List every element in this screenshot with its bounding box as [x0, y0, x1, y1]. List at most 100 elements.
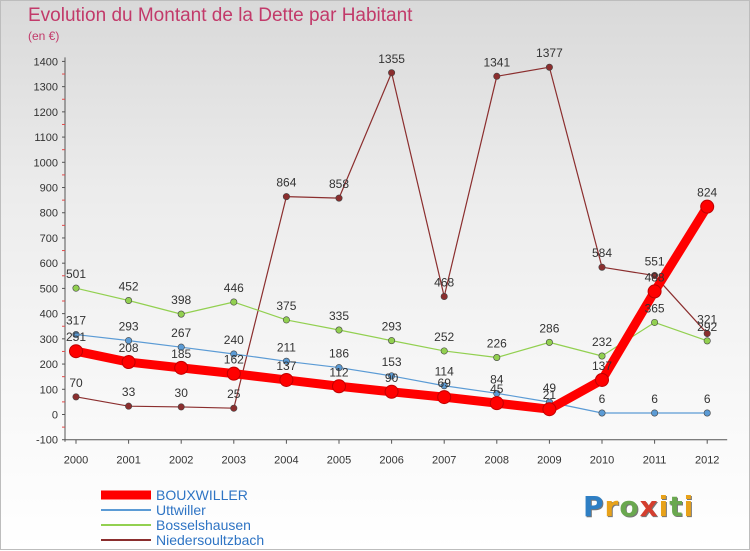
- data-point: [595, 372, 609, 387]
- data-label: 1377: [536, 46, 563, 60]
- data-point: [230, 404, 238, 412]
- data-point: [335, 194, 343, 202]
- data-label: 137: [276, 359, 296, 373]
- data-label: 824: [697, 186, 717, 200]
- data-point: [177, 343, 185, 351]
- data-point: [388, 372, 396, 380]
- data-point: [493, 72, 501, 80]
- y-tick-label: 200: [40, 359, 58, 371]
- y-tick-label: -100: [36, 435, 58, 447]
- y-tick-label: 800: [40, 208, 58, 220]
- data-label: 858: [329, 177, 349, 191]
- data-label: 452: [119, 280, 139, 294]
- data-point: [545, 338, 553, 346]
- data-label: 137: [592, 359, 612, 373]
- data-point: [651, 318, 659, 326]
- data-point: [332, 379, 346, 394]
- proxiti-logo: Proxiti: [583, 490, 694, 523]
- data-point: [703, 330, 711, 338]
- data-label: 286: [539, 321, 559, 335]
- data-point: [384, 384, 399, 399]
- data-point: [700, 199, 715, 214]
- data-label: 551: [645, 255, 665, 269]
- data-label: 446: [224, 281, 244, 295]
- logo-letter: i: [658, 490, 670, 523]
- data-point: [72, 284, 80, 292]
- data-label: 335: [329, 309, 349, 323]
- x-tick-label: 2011: [643, 455, 667, 467]
- data-label: 398: [171, 293, 191, 307]
- data-label: 317: [66, 314, 86, 328]
- data-label: 162: [224, 353, 244, 367]
- data-point: [703, 337, 711, 345]
- data-point: [279, 372, 294, 387]
- x-tick-label: 2009: [537, 455, 561, 467]
- x-tick-label: 2001: [116, 455, 140, 467]
- y-tick-label: 1400: [34, 56, 58, 68]
- data-label: 153: [382, 355, 402, 369]
- data-label: 208: [119, 341, 139, 355]
- data-label: 211: [277, 340, 296, 354]
- data-label: 21: [543, 388, 557, 402]
- data-label: 293: [382, 320, 402, 334]
- data-label: 33: [122, 385, 136, 399]
- data-point: [493, 354, 501, 362]
- data-label: 501: [66, 267, 86, 281]
- x-tick-label: 2006: [379, 455, 403, 467]
- data-point: [440, 347, 448, 355]
- legend-label: Uttwiller: [156, 502, 206, 518]
- legend-label: BOUXWILLER: [156, 487, 248, 503]
- data-label: 252: [434, 330, 454, 344]
- logo-letter: r: [604, 490, 620, 523]
- data-point: [72, 393, 80, 401]
- data-point: [651, 272, 659, 280]
- data-label: 186: [329, 347, 349, 361]
- data-label: 90: [385, 371, 399, 385]
- y-tick-label: 400: [40, 309, 58, 321]
- y-tick-label: 100: [40, 384, 58, 396]
- data-point: [125, 337, 133, 345]
- data-point: [125, 402, 133, 410]
- data-label: 584: [592, 246, 612, 260]
- logo-letter: P: [583, 490, 605, 523]
- data-label: 1341: [483, 55, 510, 69]
- data-point: [230, 298, 238, 306]
- x-tick-label: 2003: [222, 455, 246, 467]
- y-tick-label: 600: [40, 258, 58, 270]
- data-point: [598, 409, 606, 417]
- data-point: [177, 310, 185, 318]
- data-point: [226, 366, 241, 381]
- data-point: [703, 409, 711, 417]
- data-point: [335, 326, 343, 334]
- y-tick-label: 1200: [34, 107, 58, 119]
- logo-letter: x: [639, 490, 659, 523]
- data-point: [174, 360, 189, 375]
- data-label: 6: [651, 392, 658, 406]
- data-label: 468: [434, 275, 454, 289]
- data-point: [545, 63, 553, 71]
- data-label: 45: [490, 382, 504, 396]
- x-tick-label: 2007: [432, 455, 456, 467]
- data-point: [282, 193, 290, 201]
- data-label: 232: [592, 335, 612, 349]
- logo-letter: i: [683, 490, 695, 523]
- data-label: 864: [276, 176, 296, 190]
- data-label: 292: [697, 320, 717, 334]
- data-label: 267: [171, 326, 191, 340]
- data-point: [440, 382, 448, 390]
- data-point: [388, 337, 396, 345]
- data-label: 240: [224, 333, 244, 347]
- data-point: [177, 403, 185, 411]
- data-point: [598, 352, 606, 360]
- data-label: 226: [487, 337, 507, 351]
- data-label: 375: [276, 299, 296, 313]
- x-tick-label: 2012: [695, 455, 719, 467]
- data-label: 488: [645, 270, 665, 284]
- x-tick-label: 2010: [590, 455, 614, 467]
- logo-letter: o: [619, 490, 640, 523]
- data-label: 6: [704, 392, 711, 406]
- data-label: 69: [438, 376, 452, 390]
- data-label: 70: [69, 376, 83, 390]
- data-point: [651, 409, 659, 417]
- logo-letter: t: [669, 490, 684, 523]
